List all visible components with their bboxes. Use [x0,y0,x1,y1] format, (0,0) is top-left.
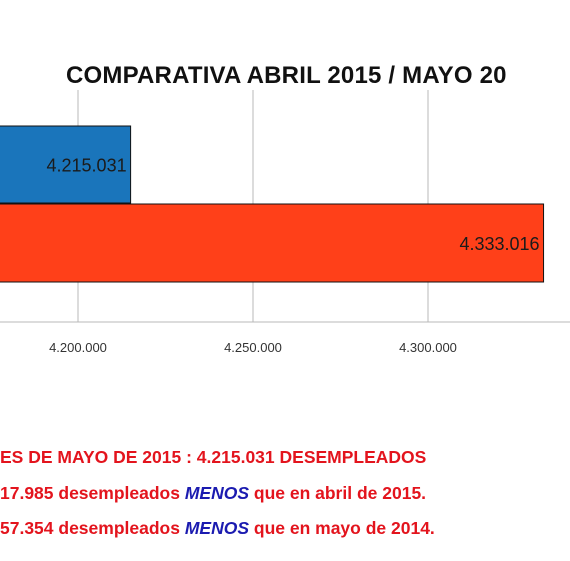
chart-title: COMPARATIVA ABRIL 2015 / MAYO 20 [66,62,507,89]
bar-label-0: 4.215.031 [47,156,127,176]
note-line-3: 57.354 desempleados MENOS que en mayo de… [0,518,435,539]
x-tick-label-0: 4.200.000 [49,340,107,355]
note-line-2-pre: 17.985 desempleados [0,483,185,503]
bar-label-1: 4.333.016 [459,234,539,254]
note-line-2-keyword: MENOS [184,483,250,503]
x-tick-label-2: 4.300.000 [399,340,457,355]
note-line-3-pre: 57.354 desempleados [0,518,185,538]
bars: 4.215.031 4.333.016 [0,125,545,283]
x-tick-label-1: 4.250.000 [224,340,282,355]
bar-1 [0,203,545,283]
note-line-3-post: que en mayo de 2014. [249,518,435,538]
note-line-2: 17.985 desempleados MENOS que en abril d… [0,483,426,504]
bar-0 [0,125,132,204]
note-line-1-text: ES DE MAYO DE 2015 : 4.215.031 DESEMPLEA… [0,447,427,467]
x-axis-ticks: 4.200.000 4.250.000 4.300.000 [49,340,457,355]
note-line-1: ES DE MAYO DE 2015 : 4.215.031 DESEMPLEA… [0,447,426,468]
note-line-2-post: que en abril de 2015. [249,483,427,503]
note-line-3-keyword: MENOS [184,518,250,538]
